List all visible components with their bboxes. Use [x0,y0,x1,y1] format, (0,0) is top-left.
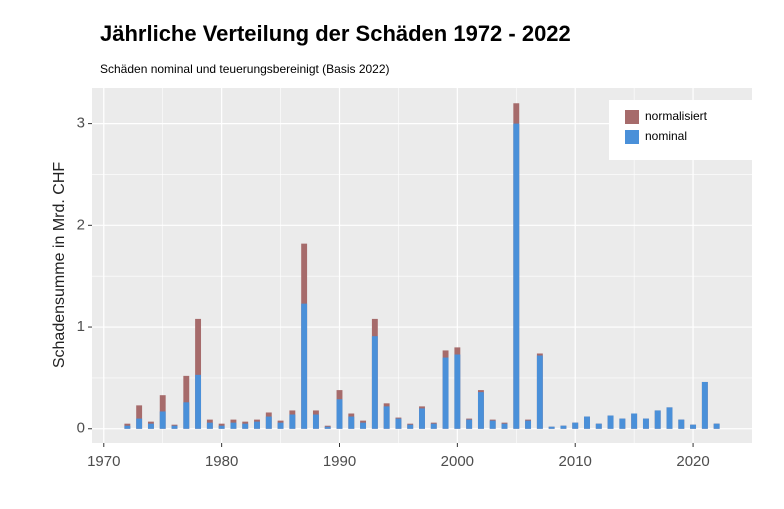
bar [619,418,626,429]
bar [218,425,225,429]
x-tick-label: 2020 [676,453,709,470]
y-axis-label: Schadensumme in Mrd. CHF [51,162,68,369]
bar [383,406,390,429]
bar [159,411,166,429]
bar [548,426,555,429]
bar [419,408,425,429]
bar [230,422,237,429]
bar [666,407,673,429]
chart-title: Jährliche Verteilung der Schäden 1972 - … [100,21,571,46]
bar [430,423,437,429]
bar [277,422,284,429]
bar [183,402,190,429]
bar [536,355,543,429]
legend-key [625,110,639,124]
bar [312,414,319,429]
bar [289,414,296,429]
chart-subtitle: Schäden nominal und teuerungsbereinigt (… [100,62,390,76]
y-tick-label: 0 [77,420,85,437]
bar [595,423,602,429]
bar [242,423,249,429]
bar [348,416,355,429]
x-tick-label: 2000 [441,453,474,470]
bar [324,426,331,429]
bar [147,423,154,429]
legend-key [625,130,639,144]
x-tick-label: 1990 [323,453,356,470]
bar [171,425,178,429]
bar [395,418,402,429]
bar [407,424,414,429]
y-tick-label: 1 [77,318,85,335]
bar [371,336,378,429]
bar [489,420,496,429]
bar [124,425,131,429]
y-tick-label: 2 [77,216,85,233]
bar [584,416,590,429]
bar [477,392,484,429]
bar [654,410,661,429]
legend-label: normalisiert [645,109,708,123]
y-tick-label: 3 [77,115,85,132]
bar [607,415,614,429]
bar [572,422,579,429]
bar [195,374,202,429]
x-tick-label: 1980 [205,453,238,470]
bar [195,318,202,429]
bar [254,421,260,429]
bar [454,354,461,429]
bar [442,357,449,429]
bar [206,422,213,429]
bar [701,381,708,429]
bar [642,418,649,429]
bar [501,423,508,429]
bar [136,405,143,429]
bar [678,419,685,429]
x-tick-label: 1970 [87,453,120,470]
bar [360,422,367,429]
bar [466,419,473,429]
bar [713,423,720,429]
legend-label: nominal [645,129,687,143]
bar [513,123,520,429]
bar [631,413,638,429]
bar [525,420,532,429]
bar [136,418,143,429]
bar [265,416,272,429]
bar [690,424,697,429]
x-tick-label: 2010 [559,453,592,470]
bar [336,399,343,429]
bar [560,425,567,429]
bar [301,303,308,429]
